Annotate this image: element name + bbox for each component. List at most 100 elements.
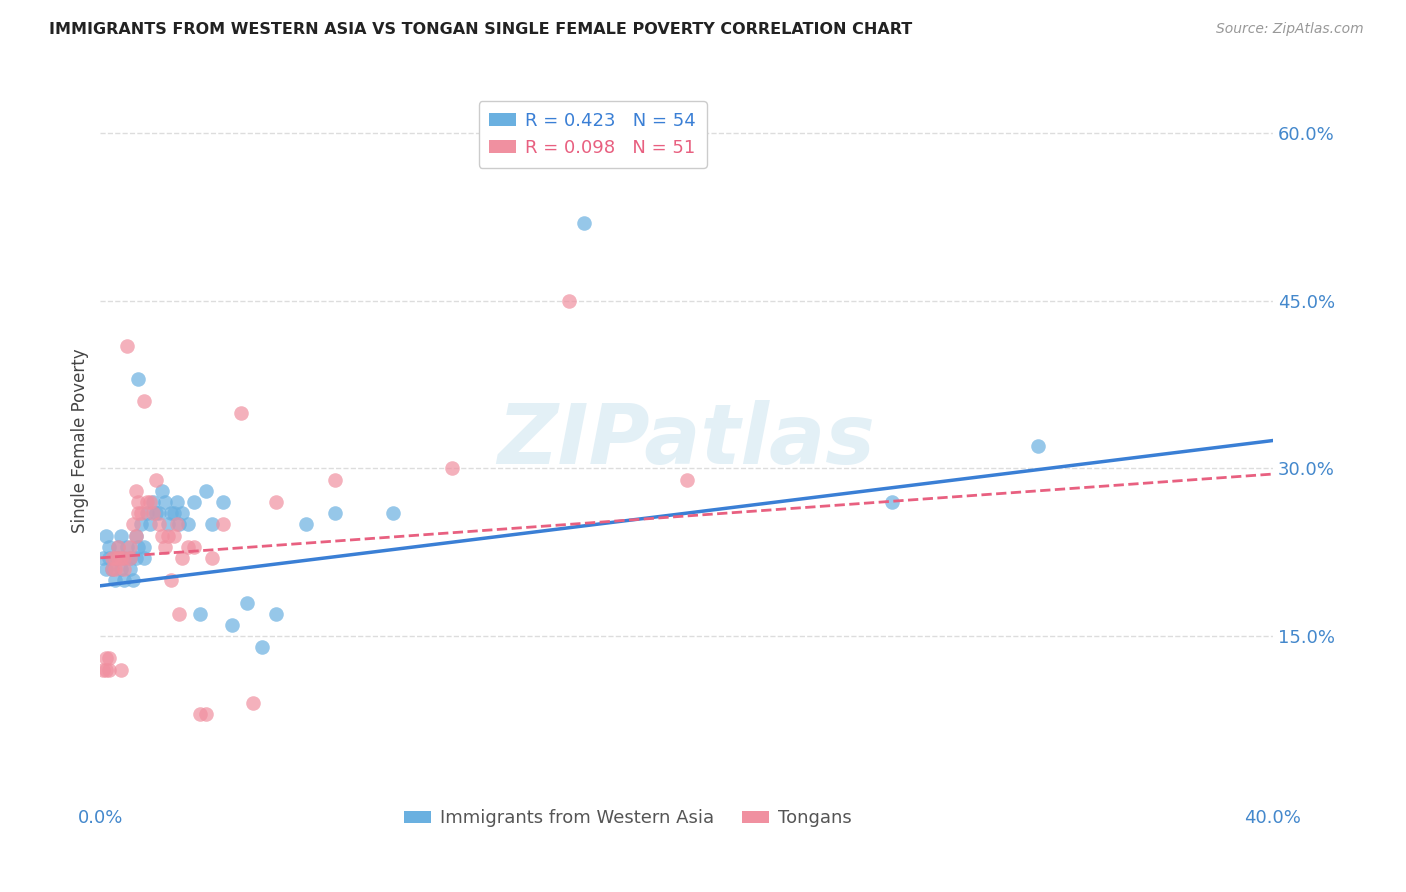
- Point: [134, 550, 156, 565]
- Point: [127, 540, 149, 554]
- Point: [127, 495, 149, 509]
- Point: [323, 473, 346, 487]
- Text: ZIPatlas: ZIPatlas: [498, 400, 876, 481]
- Point: [112, 562, 135, 576]
- Point: [121, 573, 143, 587]
- Point: [112, 573, 135, 587]
- Point: [104, 550, 127, 565]
- Point: [145, 473, 167, 487]
- Point: [162, 528, 184, 542]
- Point: [148, 517, 170, 532]
- Point: [201, 517, 224, 532]
- Point: [107, 540, 129, 554]
- Point: [166, 495, 188, 509]
- Point: [104, 562, 127, 576]
- Point: [188, 707, 211, 722]
- Point: [558, 293, 581, 308]
- Legend: Immigrants from Western Asia, Tongans: Immigrants from Western Asia, Tongans: [396, 802, 859, 835]
- Point: [212, 495, 235, 509]
- Point: [104, 573, 127, 587]
- Point: [124, 528, 146, 542]
- Point: [131, 517, 153, 532]
- Point: [194, 483, 217, 498]
- Point: [159, 506, 181, 520]
- Point: [150, 528, 173, 542]
- Point: [104, 550, 127, 565]
- Point: [139, 517, 162, 532]
- Point: [98, 550, 121, 565]
- Point: [101, 562, 124, 576]
- Point: [98, 651, 121, 665]
- Point: [107, 540, 129, 554]
- Point: [118, 540, 141, 554]
- Point: [212, 517, 235, 532]
- Point: [153, 495, 176, 509]
- Point: [156, 528, 179, 542]
- Point: [96, 562, 118, 576]
- Point: [112, 550, 135, 565]
- Point: [172, 550, 194, 565]
- Point: [441, 461, 464, 475]
- Point: [136, 506, 159, 520]
- Point: [229, 406, 252, 420]
- Point: [98, 663, 121, 677]
- Point: [98, 540, 121, 554]
- Point: [880, 495, 903, 509]
- Point: [118, 550, 141, 565]
- Point: [91, 550, 114, 565]
- Point: [136, 495, 159, 509]
- Point: [124, 483, 146, 498]
- Point: [124, 528, 146, 542]
- Point: [162, 506, 184, 520]
- Point: [118, 550, 141, 565]
- Point: [201, 550, 224, 565]
- Point: [148, 506, 170, 520]
- Text: IMMIGRANTS FROM WESTERN ASIA VS TONGAN SINGLE FEMALE POVERTY CORRELATION CHART: IMMIGRANTS FROM WESTERN ASIA VS TONGAN S…: [49, 22, 912, 37]
- Point: [294, 517, 316, 532]
- Point: [121, 517, 143, 532]
- Point: [572, 216, 595, 230]
- Point: [139, 495, 162, 509]
- Point: [264, 495, 287, 509]
- Point: [1026, 439, 1049, 453]
- Point: [107, 550, 129, 565]
- Point: [127, 506, 149, 520]
- Point: [172, 506, 194, 520]
- Point: [96, 528, 118, 542]
- Point: [159, 573, 181, 587]
- Point: [142, 495, 165, 509]
- Point: [110, 528, 132, 542]
- Point: [96, 663, 118, 677]
- Point: [169, 517, 191, 532]
- Point: [194, 707, 217, 722]
- Point: [112, 550, 135, 565]
- Point: [115, 338, 138, 352]
- Point: [177, 540, 200, 554]
- Point: [145, 506, 167, 520]
- Point: [169, 607, 191, 621]
- Point: [134, 394, 156, 409]
- Point: [188, 607, 211, 621]
- Point: [110, 663, 132, 677]
- Point: [118, 562, 141, 576]
- Point: [110, 562, 132, 576]
- Point: [177, 517, 200, 532]
- Point: [91, 663, 114, 677]
- Point: [124, 550, 146, 565]
- Point: [250, 640, 273, 655]
- Y-axis label: Single Female Poverty: Single Female Poverty: [72, 348, 89, 533]
- Text: Source: ZipAtlas.com: Source: ZipAtlas.com: [1216, 22, 1364, 37]
- Point: [101, 562, 124, 576]
- Point: [236, 596, 259, 610]
- Point: [131, 506, 153, 520]
- Point: [110, 550, 132, 565]
- Point: [166, 517, 188, 532]
- Point: [107, 550, 129, 565]
- Point: [264, 607, 287, 621]
- Point: [115, 540, 138, 554]
- Point: [382, 506, 405, 520]
- Point: [183, 540, 205, 554]
- Point: [101, 550, 124, 565]
- Point: [323, 506, 346, 520]
- Point: [675, 473, 697, 487]
